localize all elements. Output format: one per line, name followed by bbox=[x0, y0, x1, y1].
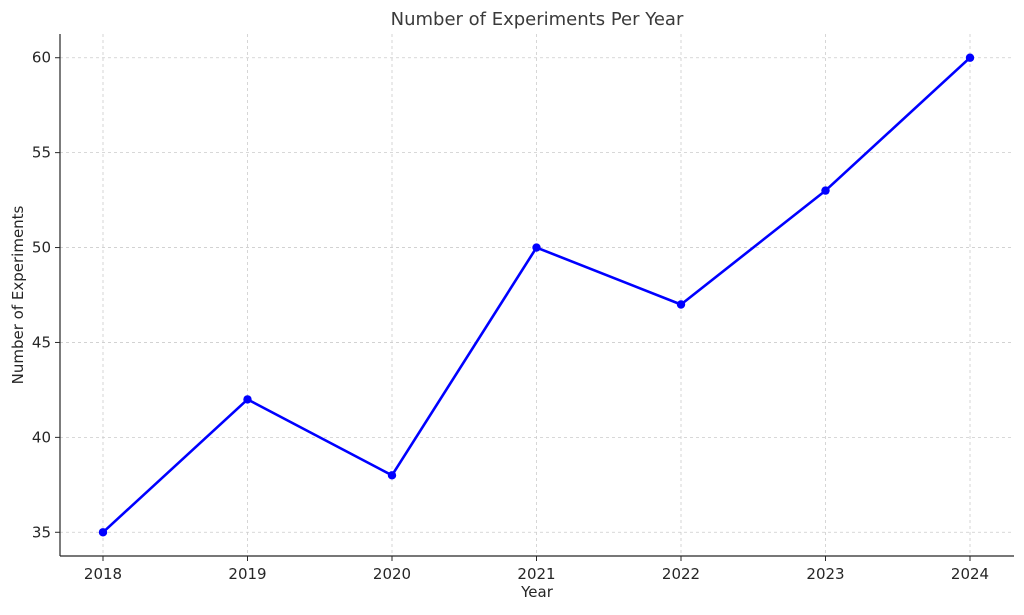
y-tick-label: 55 bbox=[32, 144, 51, 162]
x-tick-label: 2018 bbox=[84, 565, 122, 583]
axes-layer bbox=[59, 34, 1014, 557]
y-tick-label: 40 bbox=[32, 428, 51, 446]
data-point bbox=[387, 471, 397, 480]
ticks-layer: 2018 2019 2020 2021 2022 2023 2024 35 40 45 50 55 60 bbox=[32, 49, 989, 583]
y-tick-label: 60 bbox=[32, 49, 51, 67]
data-point bbox=[532, 243, 541, 252]
series-layer bbox=[98, 53, 975, 537]
x-axis-label: Year bbox=[520, 583, 554, 601]
x-tick-label: 2023 bbox=[806, 565, 844, 583]
x-tick-label: 2019 bbox=[228, 565, 266, 583]
y-tick-label: 35 bbox=[32, 523, 51, 541]
data-point bbox=[676, 300, 686, 309]
x-tick-label: 2024 bbox=[951, 565, 989, 583]
data-point bbox=[821, 186, 830, 195]
x-tick-label: 2022 bbox=[662, 565, 700, 583]
y-tick-label: 45 bbox=[32, 333, 51, 351]
data-point bbox=[965, 53, 975, 62]
data-point bbox=[243, 395, 252, 404]
data-point bbox=[98, 528, 108, 537]
grid-layer bbox=[60, 34, 1014, 556]
y-axis-label: Number of Experiments bbox=[9, 205, 27, 384]
chart-title: Number of Experiments Per Year bbox=[391, 9, 684, 30]
x-tick-label: 2021 bbox=[517, 565, 555, 583]
y-tick-label: 50 bbox=[32, 239, 51, 257]
x-tick-label: 2020 bbox=[373, 565, 411, 583]
